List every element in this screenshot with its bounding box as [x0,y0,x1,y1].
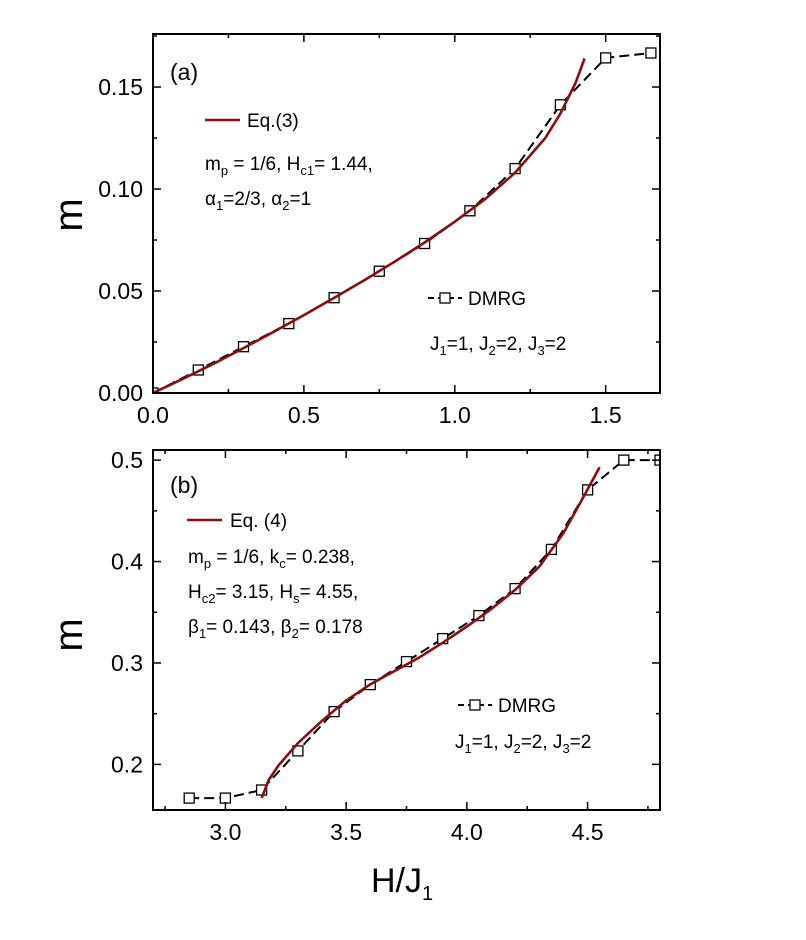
panel-a-x-tick-label: 1.5 [590,402,622,428]
panel-a-legend-fit-label: Eq.(3) [247,111,299,132]
panel-b-y-tick-label: 0.4 [111,549,143,575]
panel-b-y-tick-label: 0.2 [111,751,143,777]
panel-a-frame [152,33,661,394]
panel-a-x-tick-label: 0.5 [288,402,320,428]
panel-a-x-tick-label: 1.0 [439,402,471,428]
panel-a-y-axis-label: m [47,198,91,231]
panel-a-legend-dmrg-label: DMRG [468,289,526,310]
panel-a-y-tick-label: 0.05 [98,278,143,304]
panel-a-plot-area [153,47,657,393]
panel-b-y-axis-label: m [47,618,91,651]
panel-b-legend-fit-label: Eq. (4) [230,511,287,532]
panel-a-params-line-1: mp = 1/6, Hc1= 1.44, [205,154,373,178]
panel-b-x-tick-label: 3.0 [209,819,241,845]
panel-b-plot-area [183,454,660,804]
panel-b-ticks: 3.0 3.5 4.0 4.5 0.2 0.3 0.4 0.5 [111,447,660,845]
panel-b-y-tick-label: 0.5 [111,447,143,473]
panel-b-dmrg-point [618,454,630,466]
panel-b-label: (b) [170,472,198,498]
panel-b-params-line-2: Hc2= 3.15, Hs= 4.55, [188,582,358,606]
panel-b-x-tick-label: 4.5 [572,819,604,845]
panel-a-couplings: J1=1, J2=2, J3=2 [430,334,566,358]
panel-b-legend-dmrg-label: DMRG [498,696,556,717]
panel-b-dmrg-point [183,792,195,804]
panel-a-marks [153,47,657,393]
panel-a-dmrg-point [645,47,657,59]
panel-b-y-tick-label: 0.3 [111,650,143,676]
panel-b-params-line-1: mp = 1/6, kc= 0.238, [188,547,355,571]
panel-a-params-line-2: α1=2/3, α2=1 [205,189,311,213]
panel-a: 0.0 0.5 1.0 1.5 0.00 0.05 0.10 0.15 m (a) Eq.(3… [47,33,661,428]
x-axis-label: H/J1 [371,862,433,905]
panel-a-y-tick-label: 0.00 [98,380,143,406]
panel-b-legend-dmrg-marker [469,699,481,711]
panel-a-y-tick-label: 0.10 [98,176,143,202]
panel-b-params-line-3: β1= 0.143, β2= 0.178 [188,617,363,641]
panel-a-series-eq-3 [153,58,586,393]
panel-b-dmrg-point [219,792,232,804]
panel-a-x-tick-label: 0.0 [137,402,169,428]
panel-b-couplings: J1=1, J2=2, J3=2 [455,732,591,756]
panel-a-label: (a) [170,59,198,85]
panel-a-series-dmrg [153,52,652,393]
panel-b-marks [183,454,660,804]
panel-b-dmrg-point [292,745,304,757]
panel-b-x-tick-label: 4.0 [451,819,483,845]
panel-b-series-eq-4 [260,466,601,799]
panel-a-y-tick-label: 0.15 [98,74,143,100]
panel-a-ticks: 0.0 0.5 1.0 1.5 0.00 0.05 0.10 0.15 [98,34,660,428]
panel-a-dmrg-point [600,52,612,64]
panel-b: 3.0 3.5 4.0 4.5 0.2 0.3 0.4 0.5 m (b) Eq. (4) m… [47,447,661,845]
panel-a-legend-dmrg-marker [439,292,451,304]
panel-b-x-tick-label: 3.5 [330,819,362,845]
